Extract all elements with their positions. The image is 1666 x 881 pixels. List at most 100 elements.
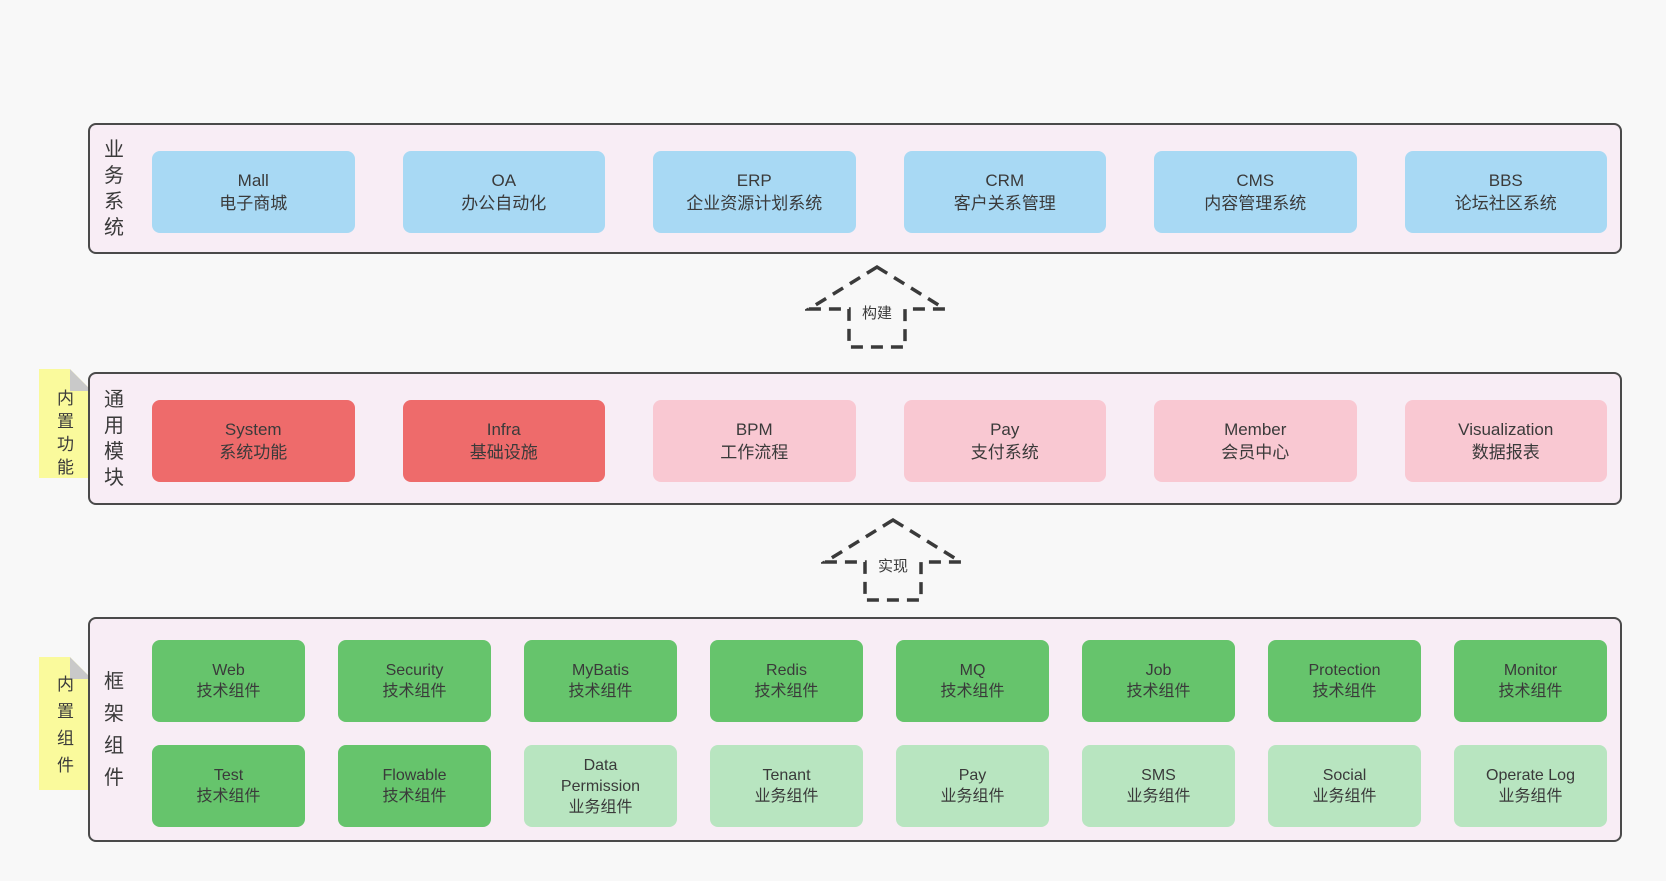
up-arrow-icon — [805, 264, 949, 349]
box-desc: 业务组件 — [754, 788, 819, 805]
layer-label-common-modules: 通用模块 — [104, 388, 124, 489]
box-desc: 技术组件 — [382, 683, 447, 700]
box-bbs: BBS 论坛社区系统 — [1404, 151, 1607, 233]
box-member: Member 会员中心 — [1154, 400, 1357, 482]
box-name: BPM — [735, 420, 773, 439]
box-name: Operate Log — [1486, 767, 1575, 784]
box-desc: 技术组件 — [568, 683, 633, 700]
box-job: Job 技术组件 — [1082, 640, 1235, 722]
box-data-permission: Data Permission 业务组件 — [524, 745, 677, 827]
box-name: MyBatis — [572, 662, 629, 679]
box-name: CMS — [1236, 171, 1275, 190]
box-desc: 技术组件 — [1498, 683, 1563, 700]
layer-label-framework-components: 框架组件 — [104, 670, 124, 789]
sticky-note-label: 内置功能 — [57, 389, 74, 477]
arrow-build-label: 构建 — [859, 302, 895, 323]
layer-framework-components: 框架组件 Web 技术组件 Security 技术组件 MyBatis 技术组件… — [88, 617, 1622, 842]
box-name: MQ — [959, 662, 986, 679]
box-desc: 论坛社区系统 — [1454, 194, 1557, 213]
box-infra: Infra 基础设施 — [402, 400, 605, 482]
box-desc: 基础设施 — [469, 443, 538, 462]
layer-business-systems: 业务系统 Mall 电子商城 OA 办公自动化 ERP 企业资源计划系统 CRM… — [88, 123, 1622, 254]
box-name: CRM — [985, 171, 1025, 190]
box-desc: 技术组件 — [196, 683, 261, 700]
box-desc: 业务组件 — [940, 788, 1005, 805]
box-sms: SMS 业务组件 — [1082, 745, 1235, 827]
box-oa: OA 办公自动化 — [402, 151, 605, 233]
box-name: OA — [491, 171, 517, 190]
box-desc: 工作流程 — [720, 443, 789, 462]
box-cms: CMS 内容管理系统 — [1154, 151, 1357, 233]
box-name: Pay — [990, 420, 1020, 439]
box-desc: 业务组件 — [1312, 788, 1377, 805]
box-desc: 会员中心 — [1221, 443, 1290, 462]
box-pay-module: Pay 支付系统 — [903, 400, 1106, 482]
box-desc: 技术组件 — [754, 683, 819, 700]
box-tenant: Tenant 业务组件 — [710, 745, 863, 827]
box-name: SMS — [1141, 767, 1176, 784]
box-redis: Redis 技术组件 — [710, 640, 863, 722]
box-desc: 办公自动化 — [461, 194, 547, 213]
common-modules-row: System 系统功能 Infra 基础设施 BPM 工作流程 Pay 支付系统… — [152, 400, 1607, 482]
box-protection: Protection 技术组件 — [1268, 640, 1421, 722]
box-social: Social 业务组件 — [1268, 745, 1421, 827]
business-systems-row: Mall 电子商城 OA 办公自动化 ERP 企业资源计划系统 CRM 客户关系… — [152, 151, 1607, 233]
box-name: Test — [213, 767, 244, 784]
box-mybatis: MyBatis 技术组件 — [524, 640, 677, 722]
box-name: BBS — [1488, 171, 1523, 190]
box-system: System 系统功能 — [152, 400, 355, 482]
box-desc: 数据报表 — [1471, 443, 1540, 462]
box-name: Web — [212, 662, 245, 679]
box-bpm: BPM 工作流程 — [653, 400, 856, 482]
box-name: ERP — [736, 171, 772, 190]
box-crm: CRM 客户关系管理 — [903, 151, 1106, 233]
box-desc: 技术组件 — [1312, 683, 1377, 700]
box-name: Job — [1145, 662, 1172, 679]
box-name: Visualization — [1458, 420, 1554, 439]
box-desc: 电子商城 — [219, 194, 288, 213]
sticky-note-built-in-functions: 内置功能 — [39, 369, 92, 478]
box-desc: 业务组件 — [1498, 788, 1563, 805]
box-mq: MQ 技术组件 — [896, 640, 1049, 722]
box-desc: 系统功能 — [219, 443, 288, 462]
box-name: Monitor — [1503, 662, 1558, 679]
arrow-implement: 实现 — [821, 517, 965, 603]
box-desc: 业务组件 — [1126, 788, 1191, 805]
box-name: Security — [385, 662, 444, 679]
sticky-note-label: 内置组件 — [57, 675, 74, 775]
box-name: Protection — [1308, 662, 1381, 679]
box-desc: 内容管理系统 — [1204, 194, 1307, 213]
sticky-note-built-in-components: 内置组件 — [39, 657, 92, 790]
box-desc: 客户关系管理 — [953, 194, 1056, 213]
box-name: Redis — [766, 662, 807, 679]
box-operate-log: Operate Log 业务组件 — [1454, 745, 1607, 827]
box-monitor: Monitor 技术组件 — [1454, 640, 1607, 722]
box-pay-component: Pay 业务组件 — [896, 745, 1049, 827]
box-desc: 企业资源计划系统 — [686, 194, 823, 213]
box-desc: 技术组件 — [196, 788, 261, 805]
box-test: Test 技术组件 — [152, 745, 305, 827]
box-name: Member — [1224, 420, 1287, 439]
framework-components-row-1: Web 技术组件 Security 技术组件 MyBatis 技术组件 Redi… — [152, 640, 1607, 722]
box-name: Pay — [958, 767, 987, 784]
box-name: Flowable — [382, 767, 447, 784]
layer-common-modules: 通用模块 System 系统功能 Infra 基础设施 BPM 工作流程 Pay… — [88, 372, 1622, 505]
layer-label-business-systems: 业务系统 — [104, 138, 124, 239]
box-erp: ERP 企业资源计划系统 — [653, 151, 856, 233]
arrow-implement-label: 实现 — [875, 555, 911, 576]
box-desc: 技术组件 — [382, 788, 447, 805]
up-arrow-icon — [821, 517, 965, 602]
box-name: Mall — [237, 171, 269, 190]
box-name: Infra — [486, 420, 521, 439]
box-web: Web 技术组件 — [152, 640, 305, 722]
box-desc: 业务组件 — [568, 798, 633, 816]
box-mall: Mall 电子商城 — [152, 151, 355, 233]
box-name: Tenant — [762, 767, 811, 784]
box-name: Social — [1322, 767, 1367, 784]
box-visualization: Visualization 数据报表 — [1404, 400, 1607, 482]
box-desc: 技术组件 — [940, 683, 1005, 700]
box-desc: 支付系统 — [970, 443, 1039, 462]
box-security: Security 技术组件 — [338, 640, 491, 722]
framework-components-row-2: Test 技术组件 Flowable 技术组件 Data Permission … — [152, 745, 1607, 827]
